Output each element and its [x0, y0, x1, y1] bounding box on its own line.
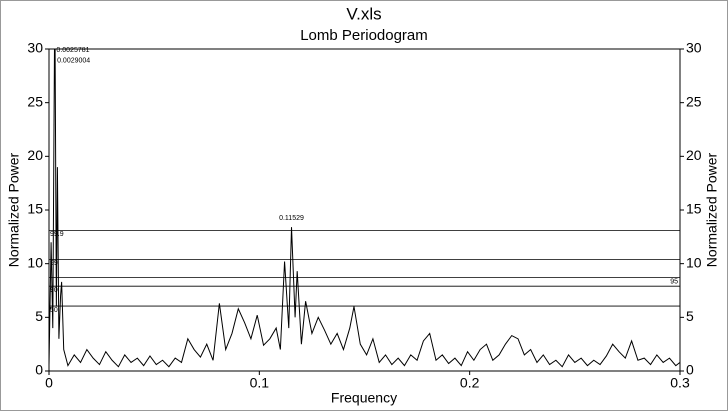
y2-tick-label: 5	[686, 308, 694, 324]
y2-tick-label: 30	[686, 40, 702, 56]
significance-label: 99	[50, 260, 58, 267]
y-tick-label: 0	[35, 362, 43, 378]
plot-frame	[48, 48, 681, 372]
y2-tick-label: 10	[686, 254, 702, 270]
x-tick-label: 0.1	[250, 375, 270, 391]
y-tick-label: 30	[27, 40, 43, 56]
y-tick-label: 10	[27, 254, 43, 270]
y2-tick-label: 15	[686, 201, 702, 217]
peak-annotation: 0.11529	[279, 215, 304, 222]
chart-subtitle: Lomb Periodogram	[300, 27, 428, 44]
chart-title: V.xls	[346, 4, 381, 23]
y-axis-label: Normalized Power	[6, 152, 22, 267]
y-tick-label: 20	[27, 147, 43, 163]
x-tick-label: 0.3	[670, 375, 690, 391]
significance-label: 90	[50, 287, 58, 294]
x-tick-label: 0.2	[460, 375, 480, 391]
peak-annotation: 0.0025781	[56, 47, 89, 54]
significance-label: 95	[670, 278, 678, 285]
significance-label: 50	[50, 307, 58, 314]
y-tick-label: 25	[27, 93, 43, 109]
y-tick-label: 15	[27, 201, 43, 217]
y2-tick-label: 0	[686, 362, 694, 378]
series-line	[48, 48, 681, 368]
peak-annotation: 0.0029004	[57, 58, 90, 65]
y2-axis-label: Normalized Power	[704, 152, 720, 267]
y-tick-label: 5	[35, 308, 43, 324]
y2-tick-label: 25	[686, 93, 702, 109]
y2-tick-label: 20	[686, 147, 702, 163]
x-axis-label: Frequency	[331, 390, 397, 406]
x-tick-label: 0	[45, 375, 53, 391]
